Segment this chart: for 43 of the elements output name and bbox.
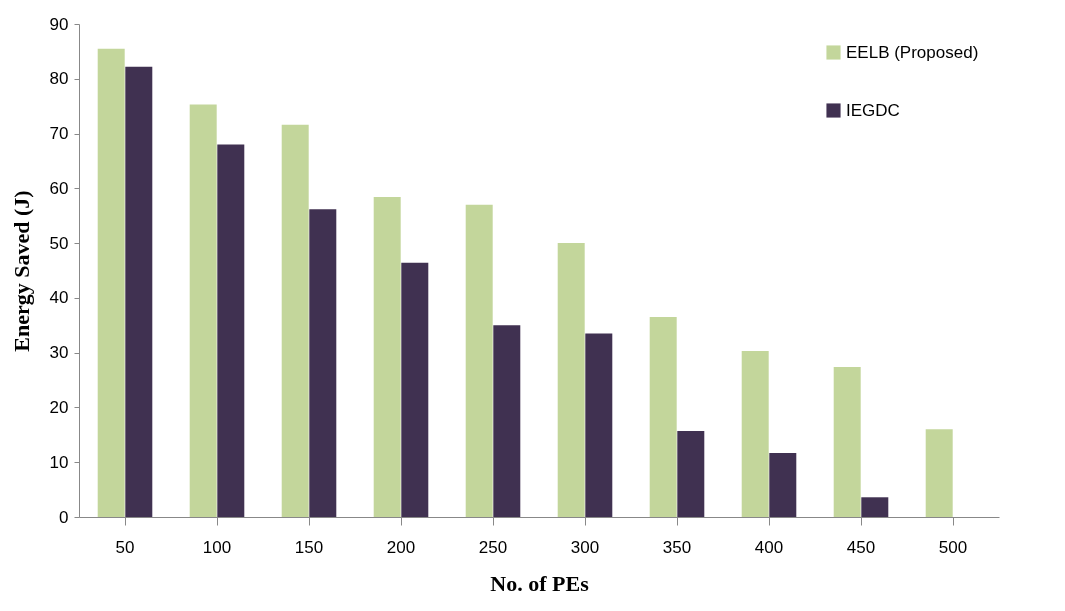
y-tick-label: 20: [49, 397, 69, 417]
x-tick-label: 150: [294, 537, 324, 557]
bar: [557, 243, 585, 517]
y-tick-label: 70: [49, 124, 69, 144]
bar: [741, 351, 769, 517]
y-tick-label: 0: [59, 507, 69, 527]
bar: [649, 317, 677, 517]
x-axis-title: No. of PEs: [490, 570, 590, 596]
bar: [925, 429, 953, 517]
x-tick-label: 50: [115, 537, 135, 557]
y-tick-label: 80: [49, 69, 69, 89]
y-tick-label: 60: [49, 178, 69, 198]
bar: [281, 124, 309, 517]
bar: [125, 66, 153, 517]
y-tick-label: 40: [49, 288, 69, 308]
bar: [861, 497, 889, 517]
y-axis-title: Energy Saved (J): [8, 190, 34, 352]
bar: [217, 144, 245, 517]
y-tick-label: 10: [49, 452, 69, 472]
bar: [189, 104, 217, 517]
bar: [465, 204, 493, 517]
x-tick-label: 500: [938, 537, 968, 557]
x-tick-label: 400: [754, 537, 784, 557]
bar: [833, 366, 861, 517]
bar: [677, 431, 705, 517]
bar: [309, 209, 337, 517]
x-tick-label: 350: [662, 537, 692, 557]
y-tick-label: 90: [49, 14, 69, 34]
y-tick-label: 30: [49, 343, 69, 363]
bar: [97, 48, 125, 517]
x-tick-label: 250: [478, 537, 508, 557]
x-tick-label: 200: [386, 537, 416, 557]
bar: [493, 325, 521, 517]
bar: [373, 197, 401, 517]
bar: [585, 333, 613, 517]
legend-label: EELB (Proposed): [846, 42, 979, 62]
legend-label: IEGDC: [846, 100, 900, 120]
bar: [401, 262, 429, 517]
x-tick-label: 100: [202, 537, 232, 557]
x-tick-label: 300: [570, 537, 600, 557]
x-tick-label: 450: [846, 537, 876, 557]
bar: [769, 452, 797, 517]
y-tick-label: 50: [49, 233, 69, 253]
